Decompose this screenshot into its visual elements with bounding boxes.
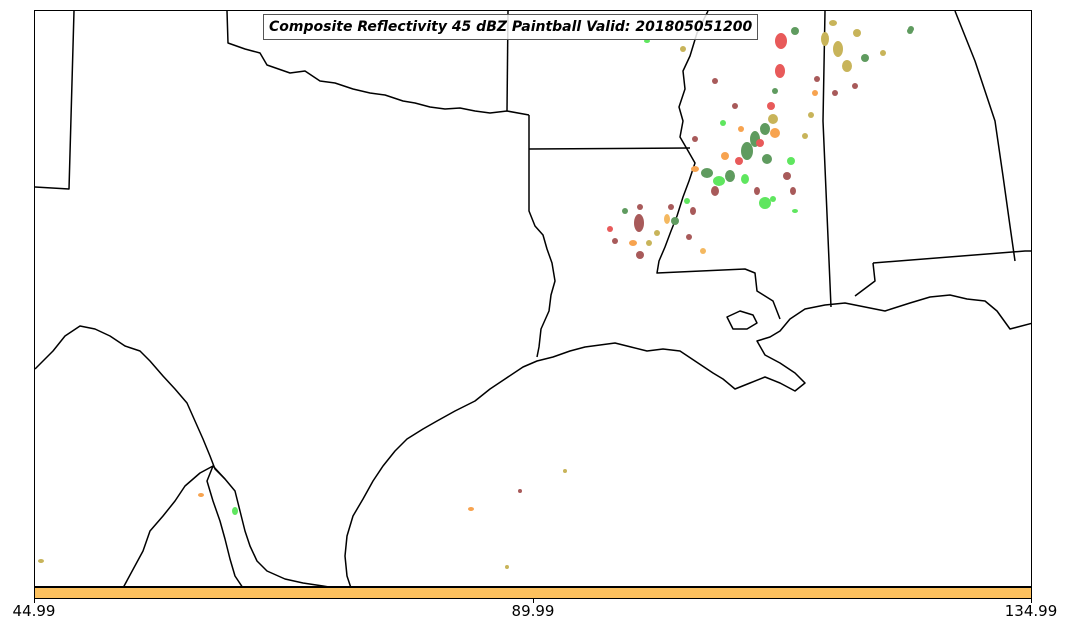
state-border-tx-nm bbox=[35, 11, 75, 190]
storm-cell bbox=[646, 240, 652, 246]
mexico-state-border-2 bbox=[206, 465, 243, 586]
state-border-fl bbox=[872, 250, 1031, 264]
state-border-al-ga bbox=[954, 11, 1016, 262]
colorbar-tick-label-2: 134.99 bbox=[1004, 602, 1058, 620]
storm-cell bbox=[686, 234, 692, 240]
storm-cell bbox=[232, 507, 238, 515]
gulf-coastline bbox=[344, 294, 1031, 586]
storm-cell bbox=[634, 214, 644, 232]
storm-cell bbox=[712, 78, 718, 84]
storm-cell bbox=[691, 166, 699, 172]
storm-cell bbox=[907, 28, 913, 34]
storm-cell bbox=[791, 27, 799, 35]
reflectivity-paintball bbox=[38, 20, 914, 569]
storm-cell bbox=[622, 208, 628, 214]
storm-cell bbox=[759, 197, 771, 209]
state-border-tx-ok bbox=[226, 11, 530, 116]
basemap bbox=[35, 11, 1031, 586]
storm-cell bbox=[38, 559, 44, 563]
colorbar-tick-label-0: 44.99 bbox=[12, 602, 56, 620]
storm-cell bbox=[842, 60, 852, 72]
storm-cell bbox=[518, 489, 522, 493]
storm-cell bbox=[563, 469, 567, 473]
storm-cell bbox=[692, 136, 698, 142]
storm-cell bbox=[790, 187, 796, 195]
storm-cell bbox=[636, 251, 644, 259]
storm-cell bbox=[607, 226, 613, 232]
colorbar-tick-mark-1 bbox=[533, 599, 534, 603]
storm-cell bbox=[725, 170, 735, 182]
storm-cell bbox=[198, 493, 204, 497]
state-border-tx-ar-la bbox=[528, 115, 556, 358]
storm-cell bbox=[612, 238, 618, 244]
storm-cell bbox=[775, 64, 785, 78]
storm-cell bbox=[762, 154, 772, 164]
storm-cell bbox=[654, 230, 660, 236]
storm-cell bbox=[700, 248, 706, 254]
map-panel bbox=[34, 10, 1032, 587]
colorbar-tick-mark-0 bbox=[34, 599, 35, 603]
storm-cell bbox=[741, 142, 753, 160]
colorbar bbox=[34, 587, 1032, 599]
storm-cell bbox=[770, 128, 780, 138]
storm-cell bbox=[767, 102, 775, 110]
state-border-al-fl bbox=[854, 262, 876, 297]
storm-cell bbox=[861, 54, 869, 62]
storm-cell bbox=[787, 157, 795, 165]
storm-cell bbox=[756, 139, 764, 147]
state-border-ar-la bbox=[528, 147, 691, 150]
storm-cell bbox=[783, 172, 791, 180]
storm-cell bbox=[770, 196, 776, 202]
storm-cell bbox=[721, 152, 729, 160]
storm-cell bbox=[468, 507, 474, 511]
state-border-ms-al bbox=[822, 11, 832, 308]
storm-cell bbox=[829, 20, 837, 26]
storm-cell bbox=[741, 174, 749, 184]
mexico-state-border-1 bbox=[123, 465, 226, 586]
storm-cell bbox=[880, 50, 886, 56]
storm-cell bbox=[505, 565, 509, 569]
rio-grande bbox=[35, 325, 328, 586]
colorbar-tick-mark-2 bbox=[1031, 599, 1032, 603]
boundaries bbox=[35, 11, 1031, 586]
storm-cell bbox=[814, 76, 820, 82]
storm-cell bbox=[760, 123, 770, 135]
storm-cell bbox=[684, 198, 690, 204]
storm-cell bbox=[671, 217, 679, 225]
lake-pontchartrain bbox=[726, 310, 758, 330]
storm-cell bbox=[772, 88, 778, 94]
storm-cell bbox=[775, 33, 787, 49]
storm-cell bbox=[644, 39, 650, 43]
storm-cell bbox=[808, 112, 814, 118]
storm-cell bbox=[735, 157, 743, 165]
map-title: Composite Reflectivity 45 dBZ Paintball … bbox=[263, 14, 759, 40]
storm-cell bbox=[768, 114, 778, 124]
storm-cell bbox=[680, 46, 686, 52]
storm-cell bbox=[792, 209, 798, 213]
storm-cell bbox=[853, 29, 861, 37]
storm-cell bbox=[754, 187, 760, 195]
storm-cell bbox=[629, 240, 637, 246]
storm-cell bbox=[713, 176, 725, 186]
storm-cell bbox=[720, 120, 726, 126]
storm-cell bbox=[664, 214, 670, 224]
storm-cell bbox=[833, 41, 843, 57]
storm-cell bbox=[802, 133, 808, 139]
storm-cell bbox=[690, 207, 696, 215]
storm-cell bbox=[821, 32, 829, 46]
storm-cell bbox=[668, 204, 674, 210]
storm-cell bbox=[732, 103, 738, 109]
storm-cell bbox=[738, 126, 744, 132]
storm-cell bbox=[832, 90, 838, 96]
storm-cell bbox=[701, 168, 713, 178]
storm-cell bbox=[637, 204, 643, 210]
colorbar-tick-label-1: 89.99 bbox=[511, 602, 555, 620]
storm-cell bbox=[812, 90, 818, 96]
state-border-ms-river bbox=[656, 11, 781, 320]
storm-cell bbox=[711, 186, 719, 196]
storm-cell bbox=[852, 83, 858, 89]
